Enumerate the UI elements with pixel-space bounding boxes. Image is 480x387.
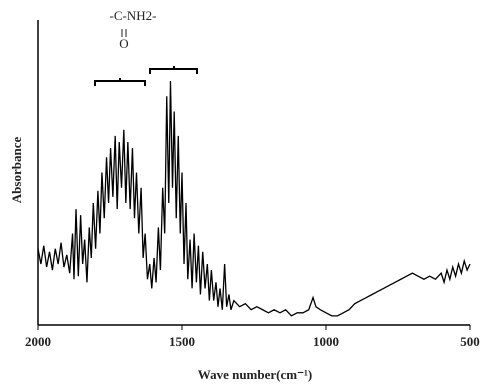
x-axis-label: Wave number(cm⁻¹) (198, 367, 312, 382)
x-tick-label: 1500 (169, 334, 195, 349)
x-tick-label: 2000 (25, 334, 51, 349)
x-tick-label: 1000 (313, 334, 339, 349)
bracket (149, 66, 198, 74)
bracket (94, 78, 146, 86)
spectrum-line (37, 80, 471, 317)
y-axis-label: Absorbance (9, 137, 24, 204)
annotation: O (119, 36, 128, 51)
annotation: -C-NH2- (110, 8, 157, 23)
x-tick-label: 500 (460, 334, 480, 349)
